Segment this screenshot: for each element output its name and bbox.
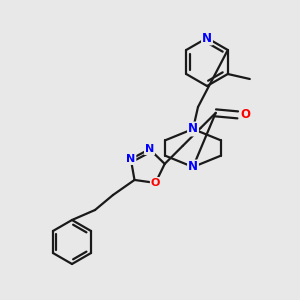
Text: O: O	[151, 178, 160, 188]
Text: N: N	[126, 154, 135, 164]
Text: N: N	[202, 32, 212, 44]
Text: N: N	[188, 160, 198, 173]
Text: O: O	[241, 108, 251, 122]
Text: N: N	[145, 144, 154, 154]
Text: N: N	[188, 122, 198, 136]
